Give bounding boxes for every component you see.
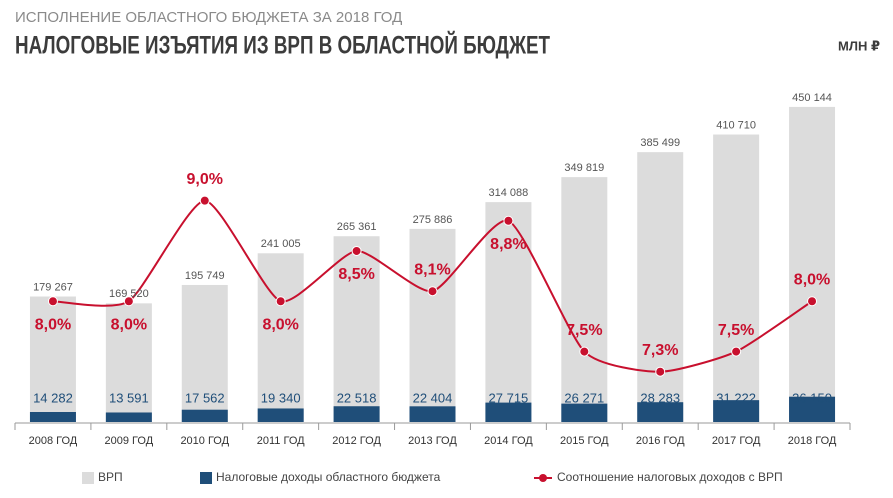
bar (29, 296, 76, 422)
legend-label: Налоговые доходы областного бюджета (216, 470, 441, 484)
tax-label: 27 715 (489, 390, 529, 405)
ratio-label: 7,5% (718, 322, 754, 339)
chart-title: НАЛОГОВЫЕ ИЗЪЯТИЯ ИЗ ВРП В ОБЛАСТНОЙ БЮД… (15, 30, 550, 60)
x-tick-label: 2013 ГОД (408, 435, 457, 447)
bar (637, 152, 684, 422)
legend-label: ВРП (98, 470, 123, 484)
legend-label: Соотношение налоговых доходов с ВРП (557, 470, 783, 484)
bar (105, 303, 152, 422)
x-tick-label: 2009 ГОД (105, 435, 154, 447)
ratio-label: 8,0% (794, 271, 830, 288)
ratio-label: 8,0% (262, 316, 298, 333)
ratio-marker (123, 296, 134, 307)
tax-label: 22 404 (413, 390, 453, 405)
bar (257, 408, 304, 422)
ratio-marker (275, 296, 286, 307)
legend-marker (539, 474, 547, 482)
gdp-label: 265 361 (337, 221, 377, 233)
ratio-marker (199, 195, 210, 206)
bar (181, 284, 228, 422)
ratio-marker (579, 346, 590, 357)
tax-label: 22 518 (337, 390, 377, 405)
unit-label: МЛН ₽ (838, 38, 880, 53)
ratio-marker (47, 296, 58, 307)
bar (713, 400, 760, 422)
bar (789, 106, 836, 422)
x-tick-label: 2014 ГОД (484, 435, 533, 447)
tax-label: 28 283 (640, 390, 680, 405)
tax-label: 31 222 (716, 390, 756, 405)
ratio-label: 7,3% (642, 342, 678, 359)
x-tick-label: 2011 ГОД (257, 435, 305, 447)
tax-label: 36 150 (792, 390, 832, 405)
bar (561, 403, 608, 422)
ratio-marker (731, 346, 742, 357)
ratio-marker (503, 215, 514, 226)
ratio-label: 8,8% (490, 236, 526, 253)
ratio-label: 8,1% (414, 261, 450, 278)
gdp-label: 241 005 (261, 238, 301, 250)
bar (333, 406, 380, 422)
gdp-label: 385 499 (640, 137, 680, 149)
gdp-label: 410 710 (716, 119, 756, 131)
bar (333, 236, 380, 422)
bar (29, 412, 76, 422)
bar (789, 396, 836, 422)
ratio-marker (427, 286, 438, 297)
gdp-label: 169 520 (109, 288, 149, 300)
ratio-label: 7,5% (566, 322, 602, 339)
ratio-label: 8,5% (338, 266, 374, 283)
bar (637, 402, 684, 422)
tax-label: 19 340 (261, 390, 301, 405)
bar (485, 402, 532, 422)
bar (409, 228, 456, 422)
ratio-marker (807, 296, 818, 307)
gdp-label: 314 088 (489, 187, 529, 199)
tax-label: 26 271 (564, 390, 604, 405)
bar (409, 406, 456, 422)
x-tick-label: 2012 ГОД (332, 435, 381, 447)
gdp-label: 275 886 (413, 214, 453, 226)
ratio-label: 9,0% (187, 171, 223, 188)
bar (561, 177, 608, 422)
tax-label: 17 562 (185, 390, 225, 405)
legend-swatch (82, 472, 94, 484)
ratio-label: 8,0% (111, 316, 147, 333)
gdp-label: 179 267 (33, 281, 73, 293)
gdp-label: 450 144 (792, 92, 832, 104)
x-tick-label: 2008 ГОД (29, 435, 78, 447)
bar (181, 409, 228, 422)
x-tick-label: 2016 ГОД (636, 435, 685, 447)
legend-swatch (200, 472, 212, 484)
ratio-label: 8,0% (35, 316, 71, 333)
x-tick-label: 2018 ГОД (788, 435, 837, 447)
bar (257, 253, 304, 422)
x-tick-label: 2015 ГОД (560, 435, 609, 447)
tax-label: 13 591 (109, 390, 149, 405)
x-tick-label: 2010 ГОД (180, 435, 229, 447)
chart-supertitle: ИСПОЛНЕНИЕ ОБЛАСТНОГО БЮДЖЕТА ЗА 2018 ГО… (15, 9, 402, 26)
gdp-label: 349 819 (564, 162, 604, 174)
gdp-label: 195 749 (185, 270, 225, 282)
ratio-marker (655, 366, 666, 377)
ratio-marker (351, 245, 362, 256)
x-tick-label: 2017 ГОД (712, 435, 761, 447)
bar (713, 134, 760, 423)
tax-label: 14 282 (33, 390, 73, 405)
bar (105, 412, 152, 422)
